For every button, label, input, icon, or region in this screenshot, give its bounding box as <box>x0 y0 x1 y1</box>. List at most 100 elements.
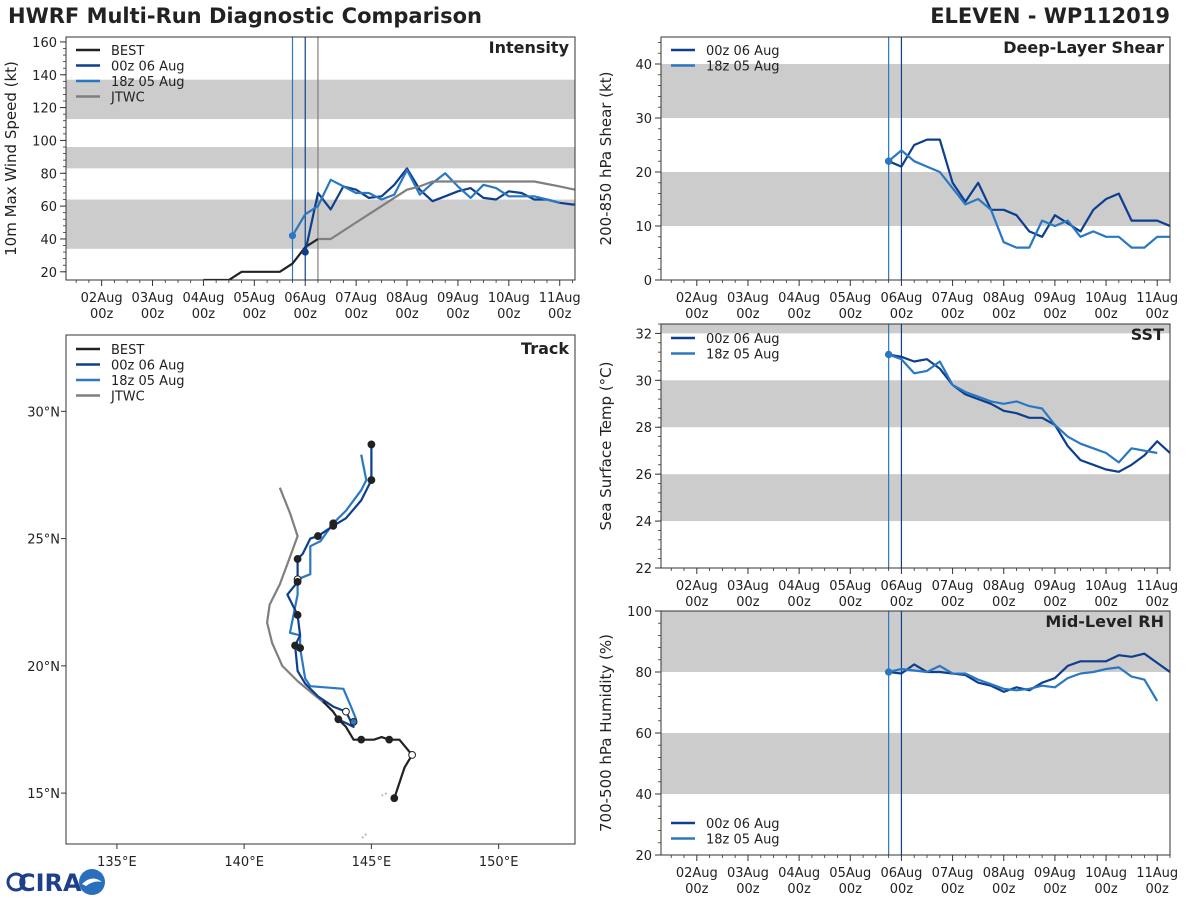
intensity-xtick-sublabel: 00z <box>446 307 470 322</box>
intensity-xtick-sublabel: 00z <box>294 307 318 322</box>
rh-xtick-sublabel: 00z <box>839 882 863 897</box>
intensity-legend-label: BEST <box>111 44 144 59</box>
track-ytick-label: 25°N <box>27 533 60 548</box>
shear-xtick-sublabel: 00z <box>787 307 811 322</box>
shear-legend-label: 18z 05 Aug <box>706 60 780 75</box>
track-ytick-label: 20°N <box>27 660 60 675</box>
intensity-legend-label: 18z 05 Aug <box>111 75 185 90</box>
shear-panel: 01020304002Aug00z03Aug00z04Aug00z05Aug00… <box>597 36 1178 322</box>
rh-xtick-label: 02Aug <box>676 866 718 881</box>
intensity-legend-label: JTWC <box>110 91 145 106</box>
shear-xtick-sublabel: 00z <box>839 307 863 322</box>
rh-xtick-label: 05Aug <box>829 866 871 881</box>
sst-series-18z-05-aug <box>888 353 1158 464</box>
rh-xtick-label: 03Aug <box>727 866 769 881</box>
intensity-series-00z-06-aug <box>304 167 575 253</box>
sst-legend-label: 18z 05 Aug <box>706 348 780 363</box>
track-xtick-label: 150°E <box>479 855 519 870</box>
sst-init-point-18z-05-aug <box>885 350 893 359</box>
sst-xtick-label: 06Aug <box>880 579 922 594</box>
rh-plot-area <box>661 611 1170 855</box>
track-line-00z-06-aug <box>286 444 373 729</box>
sst-band <box>661 324 1170 334</box>
shear-xtick-label: 05Aug <box>829 291 871 306</box>
shear-xtick-label: 08Aug <box>983 291 1025 306</box>
track-faint-mark <box>381 792 388 797</box>
shear-xtick-sublabel: 00z <box>941 307 965 322</box>
track-background <box>66 335 575 844</box>
intensity-series-jtwc <box>318 180 575 241</box>
rh-xtick-label: 08Aug <box>983 866 1025 881</box>
rh-ytick-label: 100 <box>627 605 652 620</box>
sst-xtick-sublabel: 00z <box>1043 595 1067 610</box>
intensity-ytick-label: 160 <box>32 36 57 51</box>
shear-xtick-label: 09Aug <box>1034 291 1076 306</box>
intensity-frame <box>65 36 576 281</box>
shear-series-18z-05-aug <box>887 149 1170 249</box>
rh-legend-label: 18z 05 Aug <box>706 833 780 848</box>
sst-xtick-sublabel: 00z <box>1146 595 1170 610</box>
intensity-panel: 2040608010012014016002Aug00z03Aug00z04Au… <box>2 36 581 322</box>
track-line-jtwc <box>266 487 327 705</box>
intensity-xtick-sublabel: 00z <box>548 307 572 322</box>
shear-legend-label: 00z 06 Aug <box>706 44 780 59</box>
intensity-init-point-00z-06-aug <box>301 248 309 256</box>
track-point-best <box>408 751 417 759</box>
logo-text: CIRA <box>18 869 82 897</box>
shear-xtick-label: 11Aug <box>1136 291 1178 306</box>
intensity-ylabel: 10m Max Wind Speed (kt) <box>2 61 20 256</box>
rh-ytick-label: 60 <box>635 727 652 742</box>
intensity-xtick-label: 11Aug <box>539 291 581 306</box>
intensity-title: Intensity <box>489 38 570 57</box>
sst-xtick-sublabel: 00z <box>941 595 965 610</box>
sst-ytick-label: 22 <box>635 562 652 577</box>
intensity-ytick-label: 60 <box>40 200 57 215</box>
rh-xtick-label: 04Aug <box>778 866 820 881</box>
track-point-00z-06-aug <box>342 707 350 716</box>
track-point-00z-06-aug <box>293 611 302 619</box>
rh-title: Mid-Level RH <box>1045 612 1164 631</box>
rh-xtick-sublabel: 00z <box>787 882 811 897</box>
intensity-xtick-sublabel: 00z <box>243 307 267 322</box>
rh-init-point-18z-05-aug <box>885 668 893 676</box>
track-line-18z-05-aug <box>288 454 368 723</box>
rh-series-00z-06-aug <box>888 652 1170 693</box>
sst-plot-area <box>661 324 1170 568</box>
shear-xtick-label: 07Aug <box>932 291 974 306</box>
shear-xtick-sublabel: 00z <box>890 307 914 322</box>
sst-xtick-label: 02Aug <box>676 579 718 594</box>
sst-band <box>661 474 1170 522</box>
shear-frame <box>660 36 1171 281</box>
shear-ytick-label: 40 <box>635 58 652 73</box>
track-point-00z-06-aug <box>367 476 376 484</box>
sst-xtick-label: 05Aug <box>829 579 871 594</box>
sst-ytick-label: 28 <box>635 421 652 436</box>
rh-xtick-sublabel: 00z <box>890 882 914 897</box>
track-legend-label: JTWC <box>110 390 145 405</box>
rh-xtick-label: 09Aug <box>1034 866 1076 881</box>
track-xtick-label: 145°E <box>352 855 392 870</box>
cira-logo: CIRA <box>6 869 105 897</box>
track-point-00z-06-aug <box>293 577 302 586</box>
track-point-best <box>385 735 394 744</box>
shear-init-point-18z-05-aug <box>885 157 893 165</box>
track-faint-mark <box>360 833 368 840</box>
track-point-best <box>390 794 399 803</box>
track-point-00z-06-aug <box>367 440 376 449</box>
track-point-00z-06-aug <box>291 641 299 650</box>
rh-xtick-sublabel: 00z <box>1043 882 1067 897</box>
storm-id: ELEVEN - WP112019 <box>930 4 1170 28</box>
rh-ytick-label: 20 <box>635 849 652 864</box>
sst-ytick-label: 30 <box>635 374 652 389</box>
sst-xtick-sublabel: 00z <box>890 595 914 610</box>
intensity-band <box>66 147 575 169</box>
sst-xtick-label: 09Aug <box>1034 579 1076 594</box>
intensity-xtick-label: 09Aug <box>437 291 479 306</box>
shear-xtick-label: 10Aug <box>1085 291 1127 306</box>
shear-xtick-label: 06Aug <box>880 291 922 306</box>
intensity-xtick-sublabel: 00z <box>90 307 114 322</box>
intensity-ytick-label: 140 <box>32 69 57 84</box>
logo-swirl-icon <box>82 878 102 886</box>
logo-ring-icon <box>6 872 26 892</box>
